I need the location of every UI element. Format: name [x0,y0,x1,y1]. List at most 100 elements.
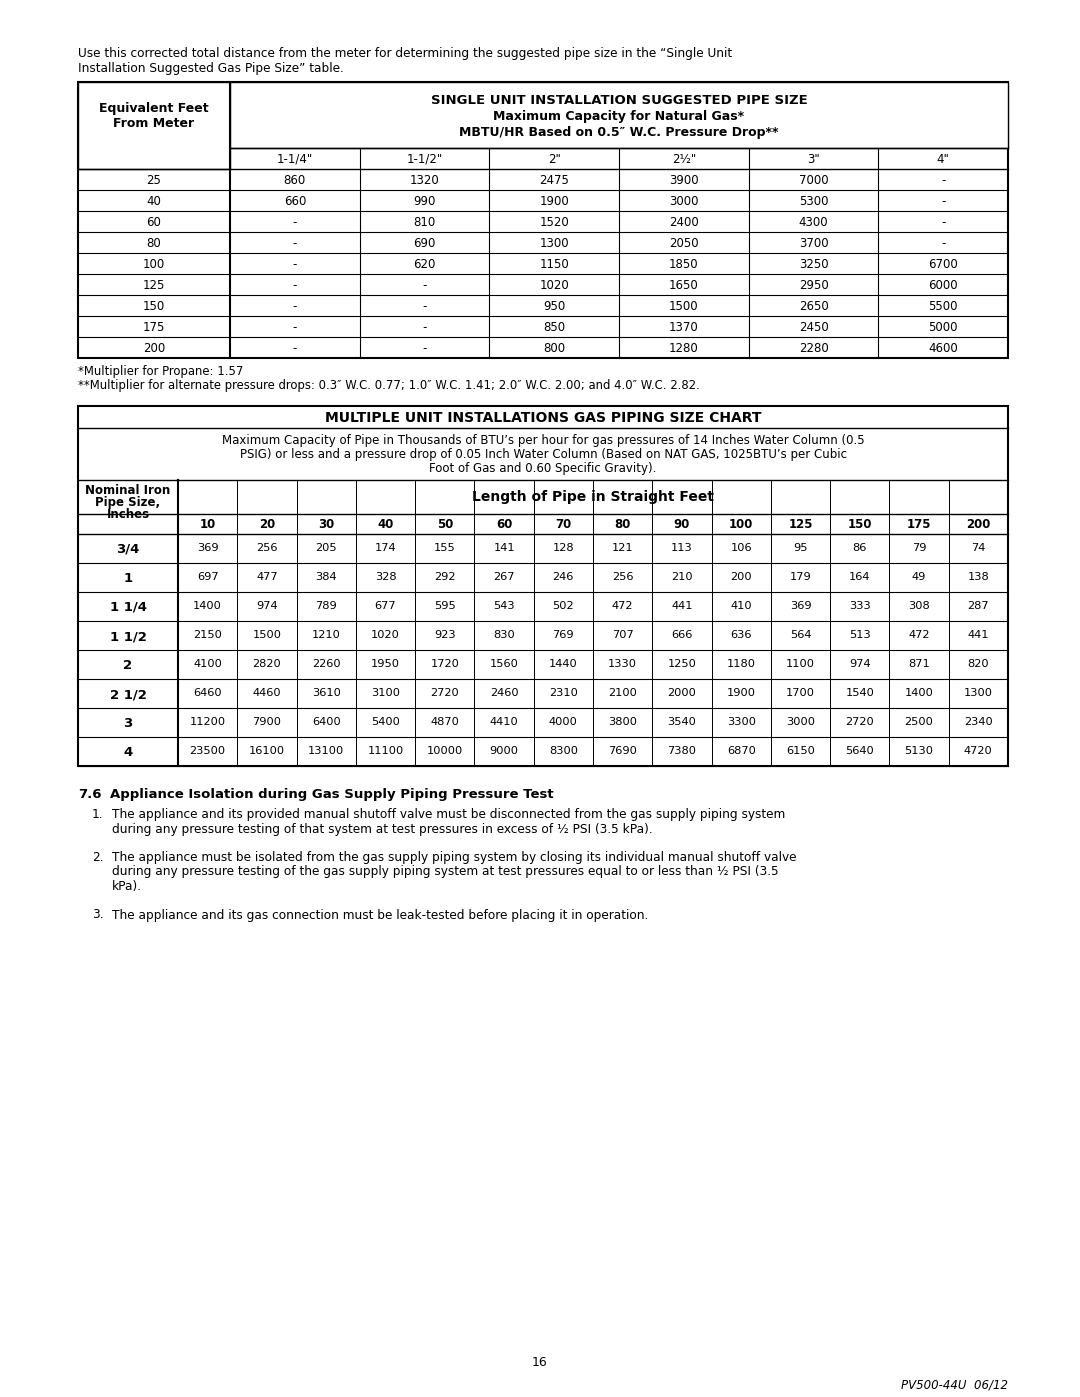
Text: 990: 990 [414,196,435,208]
Text: 5400: 5400 [372,717,400,726]
Text: 200: 200 [143,342,165,355]
Text: 9000: 9000 [489,746,518,756]
Text: 3: 3 [123,717,133,731]
Text: 1700: 1700 [786,687,815,698]
Text: 950: 950 [543,300,565,313]
Text: 7380: 7380 [667,746,697,756]
Text: 369: 369 [789,601,811,610]
Text: 4: 4 [123,746,133,759]
Text: 850: 850 [543,321,565,334]
Text: 4720: 4720 [964,746,993,756]
Text: 441: 441 [968,630,989,640]
Text: 2500: 2500 [905,717,933,726]
Text: kPa).: kPa). [112,880,141,893]
Text: 1210: 1210 [312,630,340,640]
Text: 11200: 11200 [190,717,226,726]
Text: 2100: 2100 [608,687,637,698]
Text: 90: 90 [674,518,690,531]
Text: 1400: 1400 [193,601,222,610]
Bar [78,407,1008,766]
Text: 2260: 2260 [312,659,340,669]
Text: -: - [941,175,945,187]
Text: 1320: 1320 [409,175,440,187]
Text: 6870: 6870 [727,746,756,756]
Text: **Multiplier for alternate pressure drops: 0.3″ W.C. 0.77; 1.0″ W.C. 1.41; 2.0″ : **Multiplier for alternate pressure drop… [78,379,700,393]
Text: 1-1/2": 1-1/2" [406,154,443,166]
Text: 1020: 1020 [372,630,400,640]
Text: 564: 564 [789,630,811,640]
Text: during any pressure testing of that system at test pressures in excess of ½ PSI : during any pressure testing of that syst… [112,823,652,835]
Text: 25: 25 [147,175,161,187]
Text: 7690: 7690 [608,746,637,756]
Text: -: - [422,342,427,355]
Text: 660: 660 [284,196,306,208]
Text: 5130: 5130 [905,746,933,756]
Text: 543: 543 [494,601,515,610]
Text: 40: 40 [377,518,394,531]
Text: 100: 100 [729,518,754,531]
Text: 16: 16 [532,1356,548,1369]
Text: 410: 410 [730,601,752,610]
Text: 23500: 23500 [190,746,226,756]
Text: 308: 308 [908,601,930,610]
Text: 2820: 2820 [253,659,281,669]
Text: 2720: 2720 [431,687,459,698]
Text: 1950: 1950 [372,659,400,669]
Text: 441: 441 [671,601,692,610]
Text: 125: 125 [788,518,813,531]
Text: 4000: 4000 [549,717,578,726]
Text: 974: 974 [256,601,278,610]
Text: Equivalent Feet: Equivalent Feet [99,102,208,115]
Text: 871: 871 [908,659,930,669]
Text: 7.6: 7.6 [78,788,102,800]
Text: 138: 138 [968,571,989,583]
Text: 1370: 1370 [669,321,699,334]
Text: 5000: 5000 [929,321,958,334]
Text: Use this corrected total distance from the meter for determining the suggested p: Use this corrected total distance from t… [78,47,732,60]
Bar [78,82,1008,358]
Text: 369: 369 [197,543,218,553]
Text: 7000: 7000 [799,175,828,187]
Text: 697: 697 [197,571,218,583]
Text: 1900: 1900 [727,687,756,698]
Text: 2460: 2460 [489,687,518,698]
Text: -: - [422,300,427,313]
Text: 80: 80 [147,237,161,250]
Text: 210: 210 [671,571,692,583]
Text: 4600: 4600 [929,342,958,355]
Text: 106: 106 [730,543,752,553]
Text: 477: 477 [256,571,278,583]
Text: 79: 79 [912,543,927,553]
Text: 1100: 1100 [786,659,815,669]
Text: 2400: 2400 [669,217,699,229]
Text: 3.: 3. [92,908,104,922]
Text: 7900: 7900 [253,717,282,726]
Text: 333: 333 [849,601,870,610]
Text: 179: 179 [789,571,811,583]
Text: 690: 690 [414,237,435,250]
Text: 2": 2" [548,154,561,166]
Text: 1520: 1520 [539,217,569,229]
Text: 2950: 2950 [798,279,828,292]
Text: 810: 810 [414,217,435,229]
Text: 830: 830 [494,630,515,640]
Text: -: - [293,258,297,271]
Text: 636: 636 [730,630,752,640]
Text: 2475: 2475 [539,175,569,187]
Text: 2720: 2720 [846,717,874,726]
Text: 175: 175 [143,321,165,334]
Text: 2 1/2: 2 1/2 [109,687,147,701]
Text: 860: 860 [284,175,306,187]
Text: 205: 205 [315,543,337,553]
Text: 292: 292 [434,571,456,583]
Text: The appliance and its provided manual shutoff valve must be disconnected from th: The appliance and its provided manual sh… [112,807,785,821]
Bar [78,82,230,169]
Text: 677: 677 [375,601,396,610]
Text: 789: 789 [315,601,337,610]
Text: 100: 100 [143,258,165,271]
Text: -: - [293,279,297,292]
Text: 2310: 2310 [549,687,578,698]
Text: 1280: 1280 [669,342,699,355]
Text: 1720: 1720 [430,659,459,669]
Text: 2450: 2450 [798,321,828,334]
